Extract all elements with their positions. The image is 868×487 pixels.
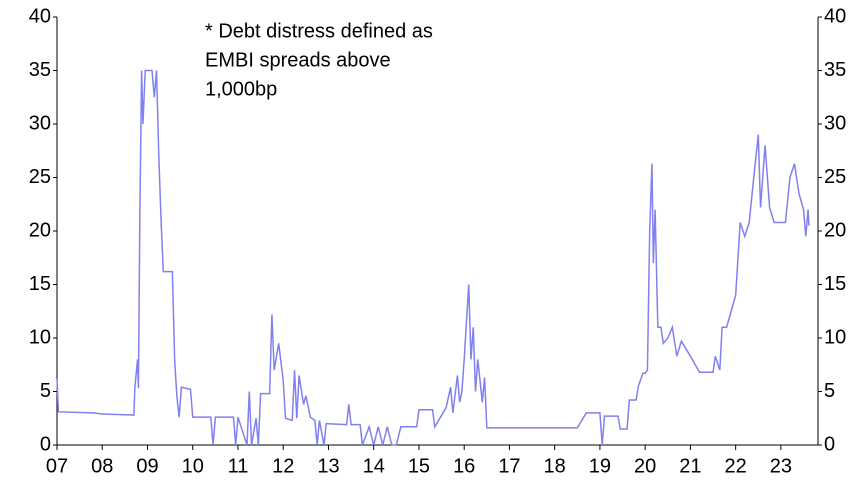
y-tick-label: 5: [40, 380, 51, 402]
x-tick-label: 22: [725, 455, 747, 477]
y-tick-label: 20: [29, 219, 51, 241]
annotation: * Debt distress defined as: [205, 20, 433, 42]
y2-tick-label: 30: [824, 112, 846, 134]
x-tick-label: 18: [544, 455, 566, 477]
x-tick-label: 11: [228, 455, 249, 477]
y-tick-label: 40: [29, 5, 51, 27]
y2-tick-label: 20: [824, 219, 846, 241]
y-tick-label: 10: [29, 326, 51, 348]
x-tick-label: 23: [770, 455, 792, 477]
x-tick-label: 13: [317, 455, 339, 477]
x-tick-label: 10: [182, 455, 204, 477]
x-tick-label: 14: [363, 455, 385, 477]
y2-tick-label: 15: [824, 273, 846, 295]
x-tick-label: 21: [679, 455, 701, 477]
y-tick-label: 30: [29, 112, 51, 134]
x-tick-label: 17: [498, 455, 520, 477]
y-tick-label: 15: [29, 273, 51, 295]
y2-tick-label: 10: [824, 326, 846, 348]
y-tick-label: 25: [29, 166, 51, 188]
x-tick-label: 19: [589, 455, 611, 477]
y2-tick-label: 0: [824, 433, 835, 455]
x-tick-label: 16: [453, 455, 475, 477]
y2-tick-label: 5: [824, 380, 835, 402]
x-tick-label: 08: [91, 455, 113, 477]
x-tick-label: 09: [136, 455, 158, 477]
y2-tick-label: 35: [824, 59, 846, 81]
y2-tick-label: 40: [824, 5, 846, 27]
y-tick-label: 35: [29, 59, 51, 81]
y2-tick-label: 25: [824, 166, 846, 188]
x-tick-label: 07: [46, 455, 68, 477]
x-tick-label: 12: [272, 455, 294, 477]
x-tick-label: 20: [634, 455, 656, 477]
data-line: [56, 69, 810, 446]
annotation: EMBI spreads above: [205, 49, 391, 71]
x-tick-label: 15: [408, 455, 430, 477]
y-tick-label: 0: [40, 433, 51, 455]
annotation: 1,000bp: [205, 78, 277, 100]
